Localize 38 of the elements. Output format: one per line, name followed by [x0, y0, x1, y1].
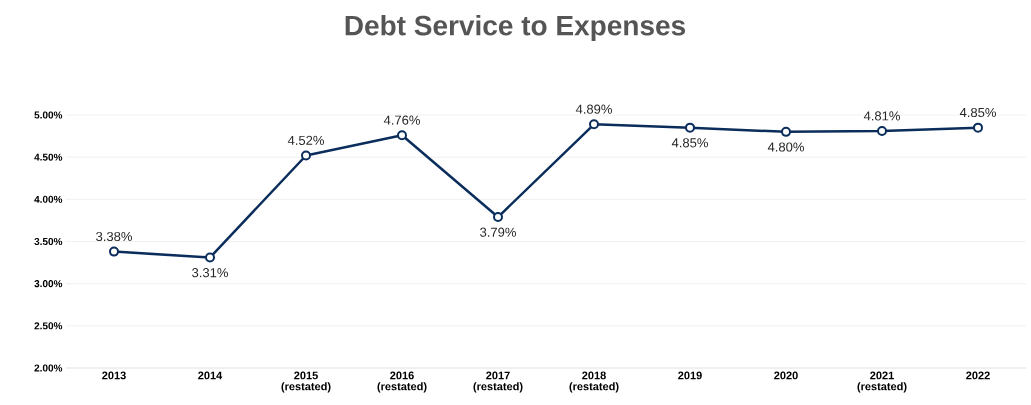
y-tick-label: 3.00% [34, 280, 63, 288]
chart-title: Debt Service to Expenses [345, 14, 686, 42]
x-tick-label: 2021 (restated) [857, 371, 907, 393]
point [589, 119, 599, 130]
point [397, 130, 407, 141]
y-tick-label: 5.00% [34, 111, 63, 119]
data-label: 4.76% [383, 115, 420, 125]
y-tick-label: 2.50% [34, 322, 63, 330]
point [973, 122, 983, 133]
point [109, 246, 119, 257]
data-label: 4.81% [863, 111, 900, 121]
data-label: 4.52% [287, 135, 324, 145]
point [877, 126, 887, 137]
point [205, 252, 215, 263]
y-tick-label: 3.50% [34, 237, 63, 246]
x-tick-label: 2019 [678, 371, 702, 380]
x-tick-label: 2015 (restated) [281, 371, 331, 393]
data-label: 3.79% [480, 227, 516, 237]
y-tick-label: 2.00% [34, 364, 63, 372]
data-label: 3.31% [192, 268, 228, 278]
y-tick-label: 4.50% [34, 153, 63, 161]
x-tick-label: 2013 [102, 371, 126, 380]
x-tick-label: 2014 [198, 371, 223, 380]
x-tick-label: 2016 (restated) [377, 371, 427, 393]
x-tick-label: 2022 [966, 371, 990, 380]
point [493, 212, 503, 223]
data-label: 4.85% [959, 107, 996, 118]
data-label: 4.85% [671, 138, 708, 148]
point [781, 126, 791, 137]
point [301, 150, 311, 161]
data-label: 3.38% [96, 231, 132, 242]
data-label: 4.80% [767, 142, 804, 152]
point [685, 122, 695, 133]
x-tick-label: 2017 (restated) [473, 371, 523, 393]
x-tick-label: 2020 [774, 371, 798, 380]
x-tick-label: 2018 (restated) [569, 371, 619, 393]
y-tick-label: 4.00% [34, 195, 63, 203]
data-label: 4.89% [575, 104, 612, 114]
